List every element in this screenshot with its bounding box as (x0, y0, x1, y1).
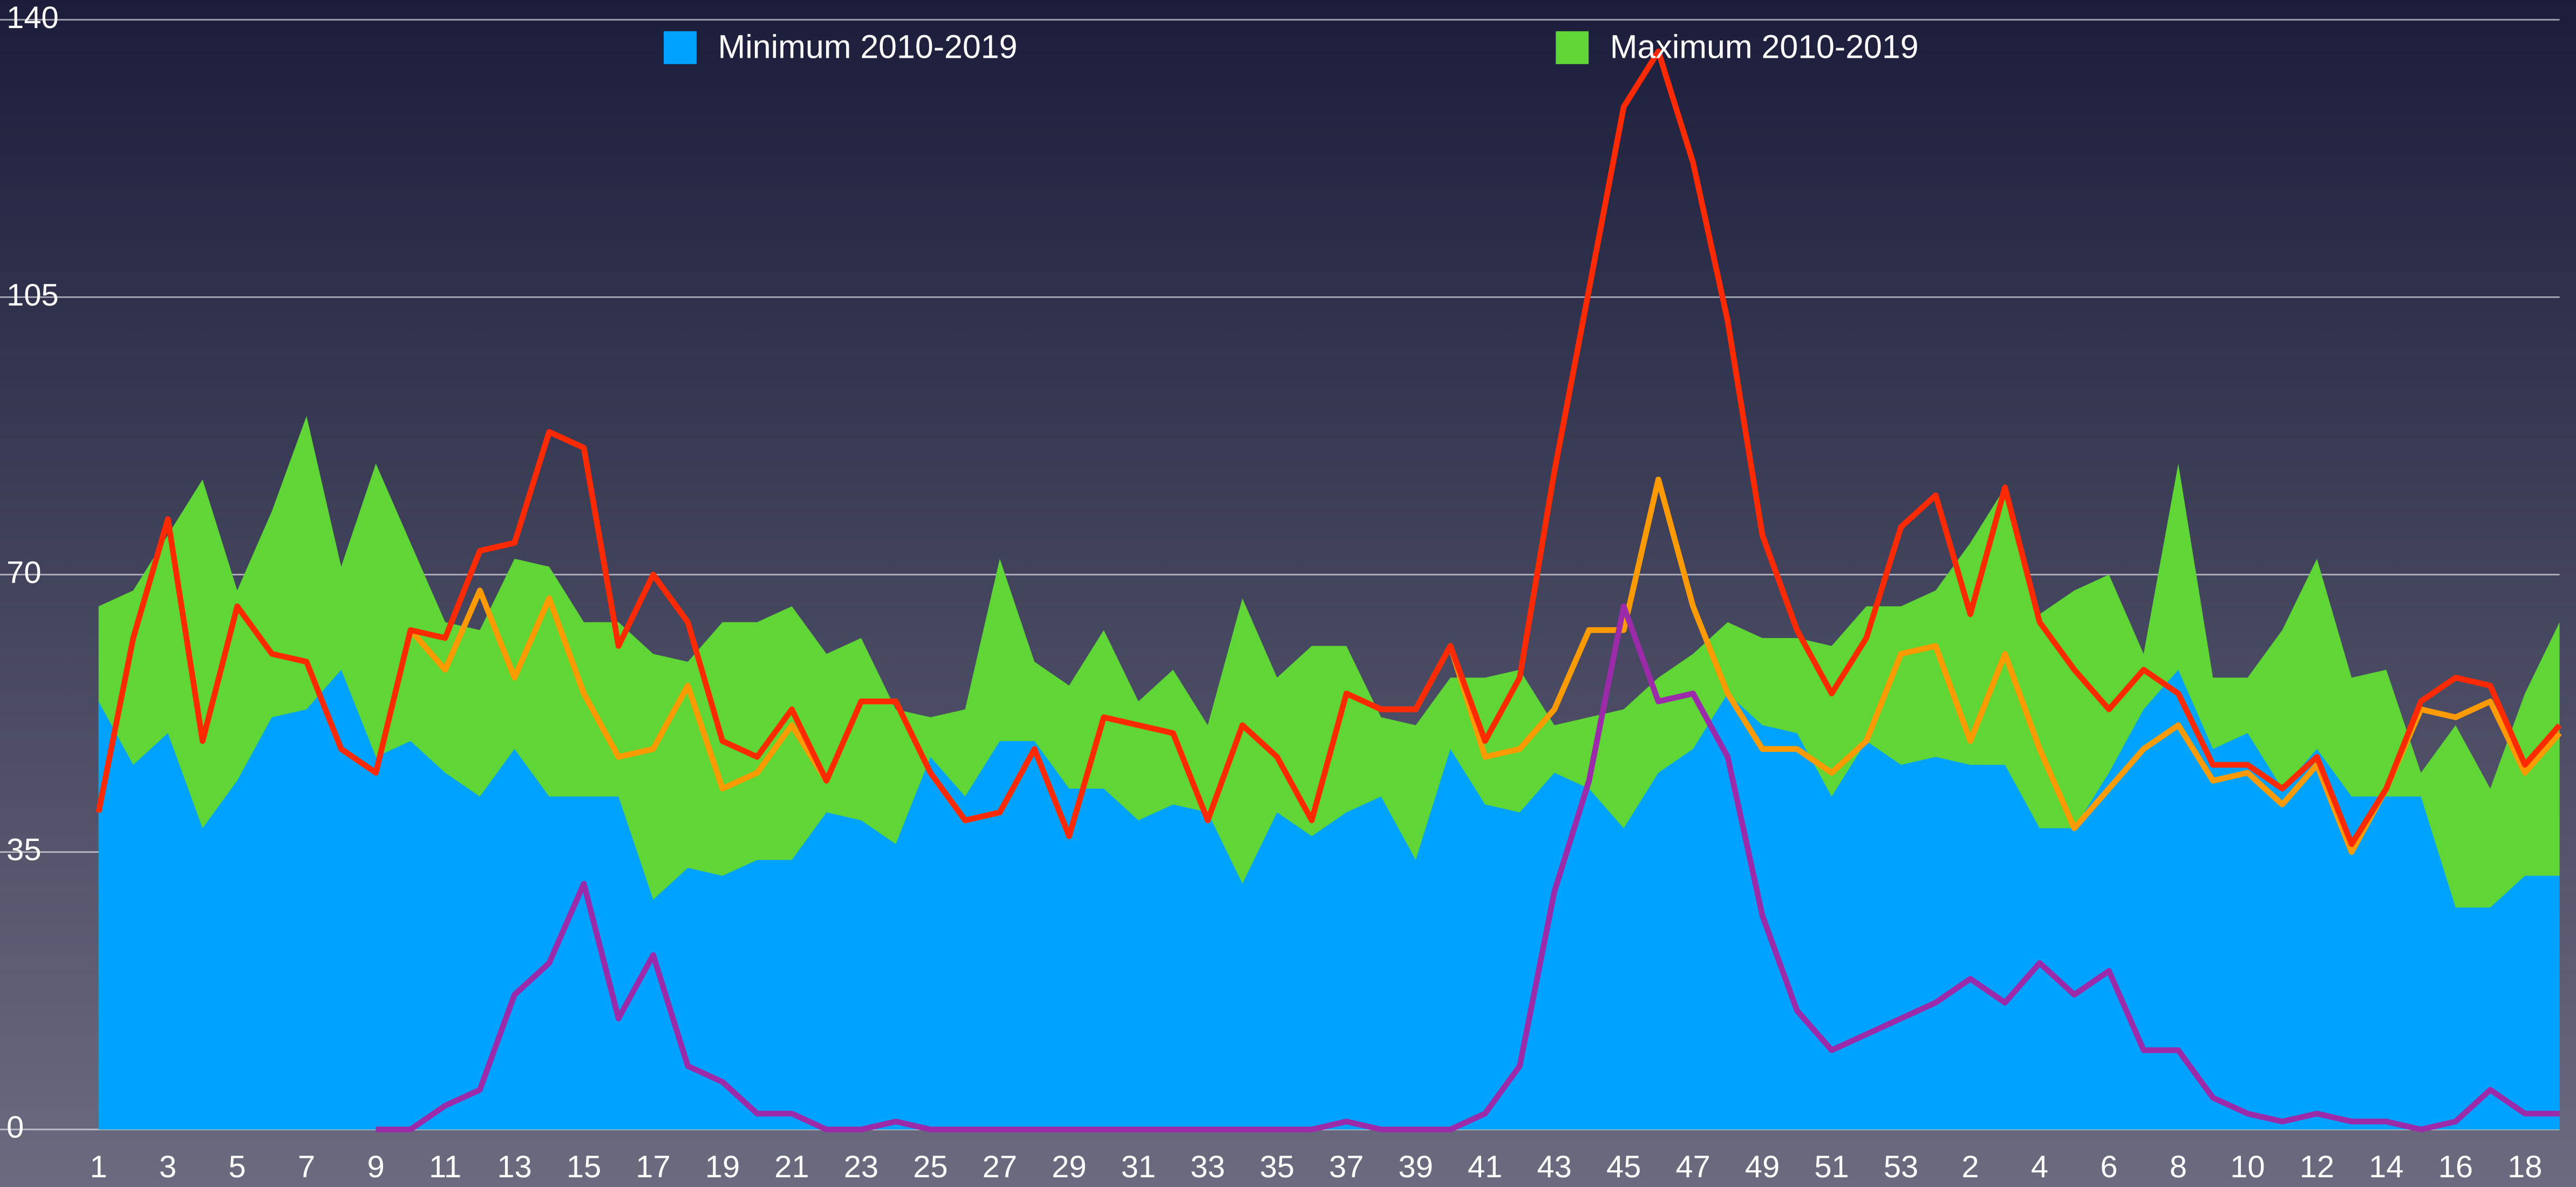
y-tick-label: 70 (6, 555, 41, 590)
x-tick-label: 41 (1468, 1150, 1502, 1184)
x-tick-label: 1 (90, 1150, 107, 1184)
line (408, 476, 2562, 855)
x-tick-label: 39 (1399, 1150, 1433, 1184)
legend: Minimum 2010-2019 Maximum 2010-2019 (664, 28, 1919, 65)
legend-swatch (664, 31, 697, 64)
x-tick-label: 17 (636, 1150, 670, 1184)
x-tick-label: 35 (1260, 1150, 1294, 1184)
x-tick-label: 27 (983, 1150, 1017, 1184)
x-tick-label: 4 (2031, 1150, 2048, 1184)
x-tick-label: 3 (159, 1150, 176, 1184)
x-tick-label: 13 (497, 1150, 531, 1184)
area (98, 669, 2560, 1130)
x-tick-label: 25 (913, 1150, 948, 1184)
line (96, 48, 2562, 847)
x-tick-label: 12 (2300, 1150, 2334, 1184)
x-tick-label: 31 (1121, 1150, 1156, 1184)
legend-swatch (1556, 31, 1589, 64)
y-tick-label: 35 (6, 833, 41, 867)
x-tick-label: 6 (2100, 1150, 2117, 1184)
x-tick-label: 16 (2438, 1150, 2473, 1184)
x-tick-label: 29 (1052, 1150, 1086, 1184)
x-tick-label: 47 (1675, 1150, 1710, 1184)
x-tick-label: 51 (1814, 1150, 1849, 1184)
x-tick-label: 18 (2507, 1150, 2542, 1184)
plot-area (96, 48, 2562, 1132)
x-tick-label: 21 (774, 1150, 809, 1184)
legend-label: Maximum 2010-2019 (1610, 28, 1919, 65)
x-tick-label: 37 (1329, 1150, 1364, 1184)
x-tick-label: 5 (229, 1150, 246, 1184)
x-tick-label: 49 (1745, 1150, 1780, 1184)
x-tick-label: 9 (367, 1150, 384, 1184)
x-tick-label: 43 (1537, 1150, 1571, 1184)
x-tick-label: 10 (2230, 1150, 2265, 1184)
y-tick-label: 0 (6, 1110, 24, 1145)
line (376, 603, 2560, 1132)
x-tick-label: 2 (1961, 1150, 1979, 1184)
x-tick-label: 15 (567, 1150, 601, 1184)
y-tick-label: 140 (6, 1, 58, 35)
x-tick-label: 14 (2369, 1150, 2403, 1184)
x-tick-label: 11 (429, 1150, 461, 1184)
x-tick-label: 7 (298, 1150, 315, 1184)
x-tick-label: 45 (1606, 1150, 1641, 1184)
x-tick-label: 33 (1190, 1150, 1225, 1184)
x-tick-label: 23 (844, 1150, 878, 1184)
x-tick-label: 19 (705, 1150, 740, 1184)
x-tick-label: 53 (1884, 1150, 1918, 1184)
y-tick-label: 105 (6, 278, 58, 313)
x-tick-label: 8 (2170, 1150, 2187, 1184)
legend-label: Minimum 2010-2019 (718, 28, 1018, 65)
